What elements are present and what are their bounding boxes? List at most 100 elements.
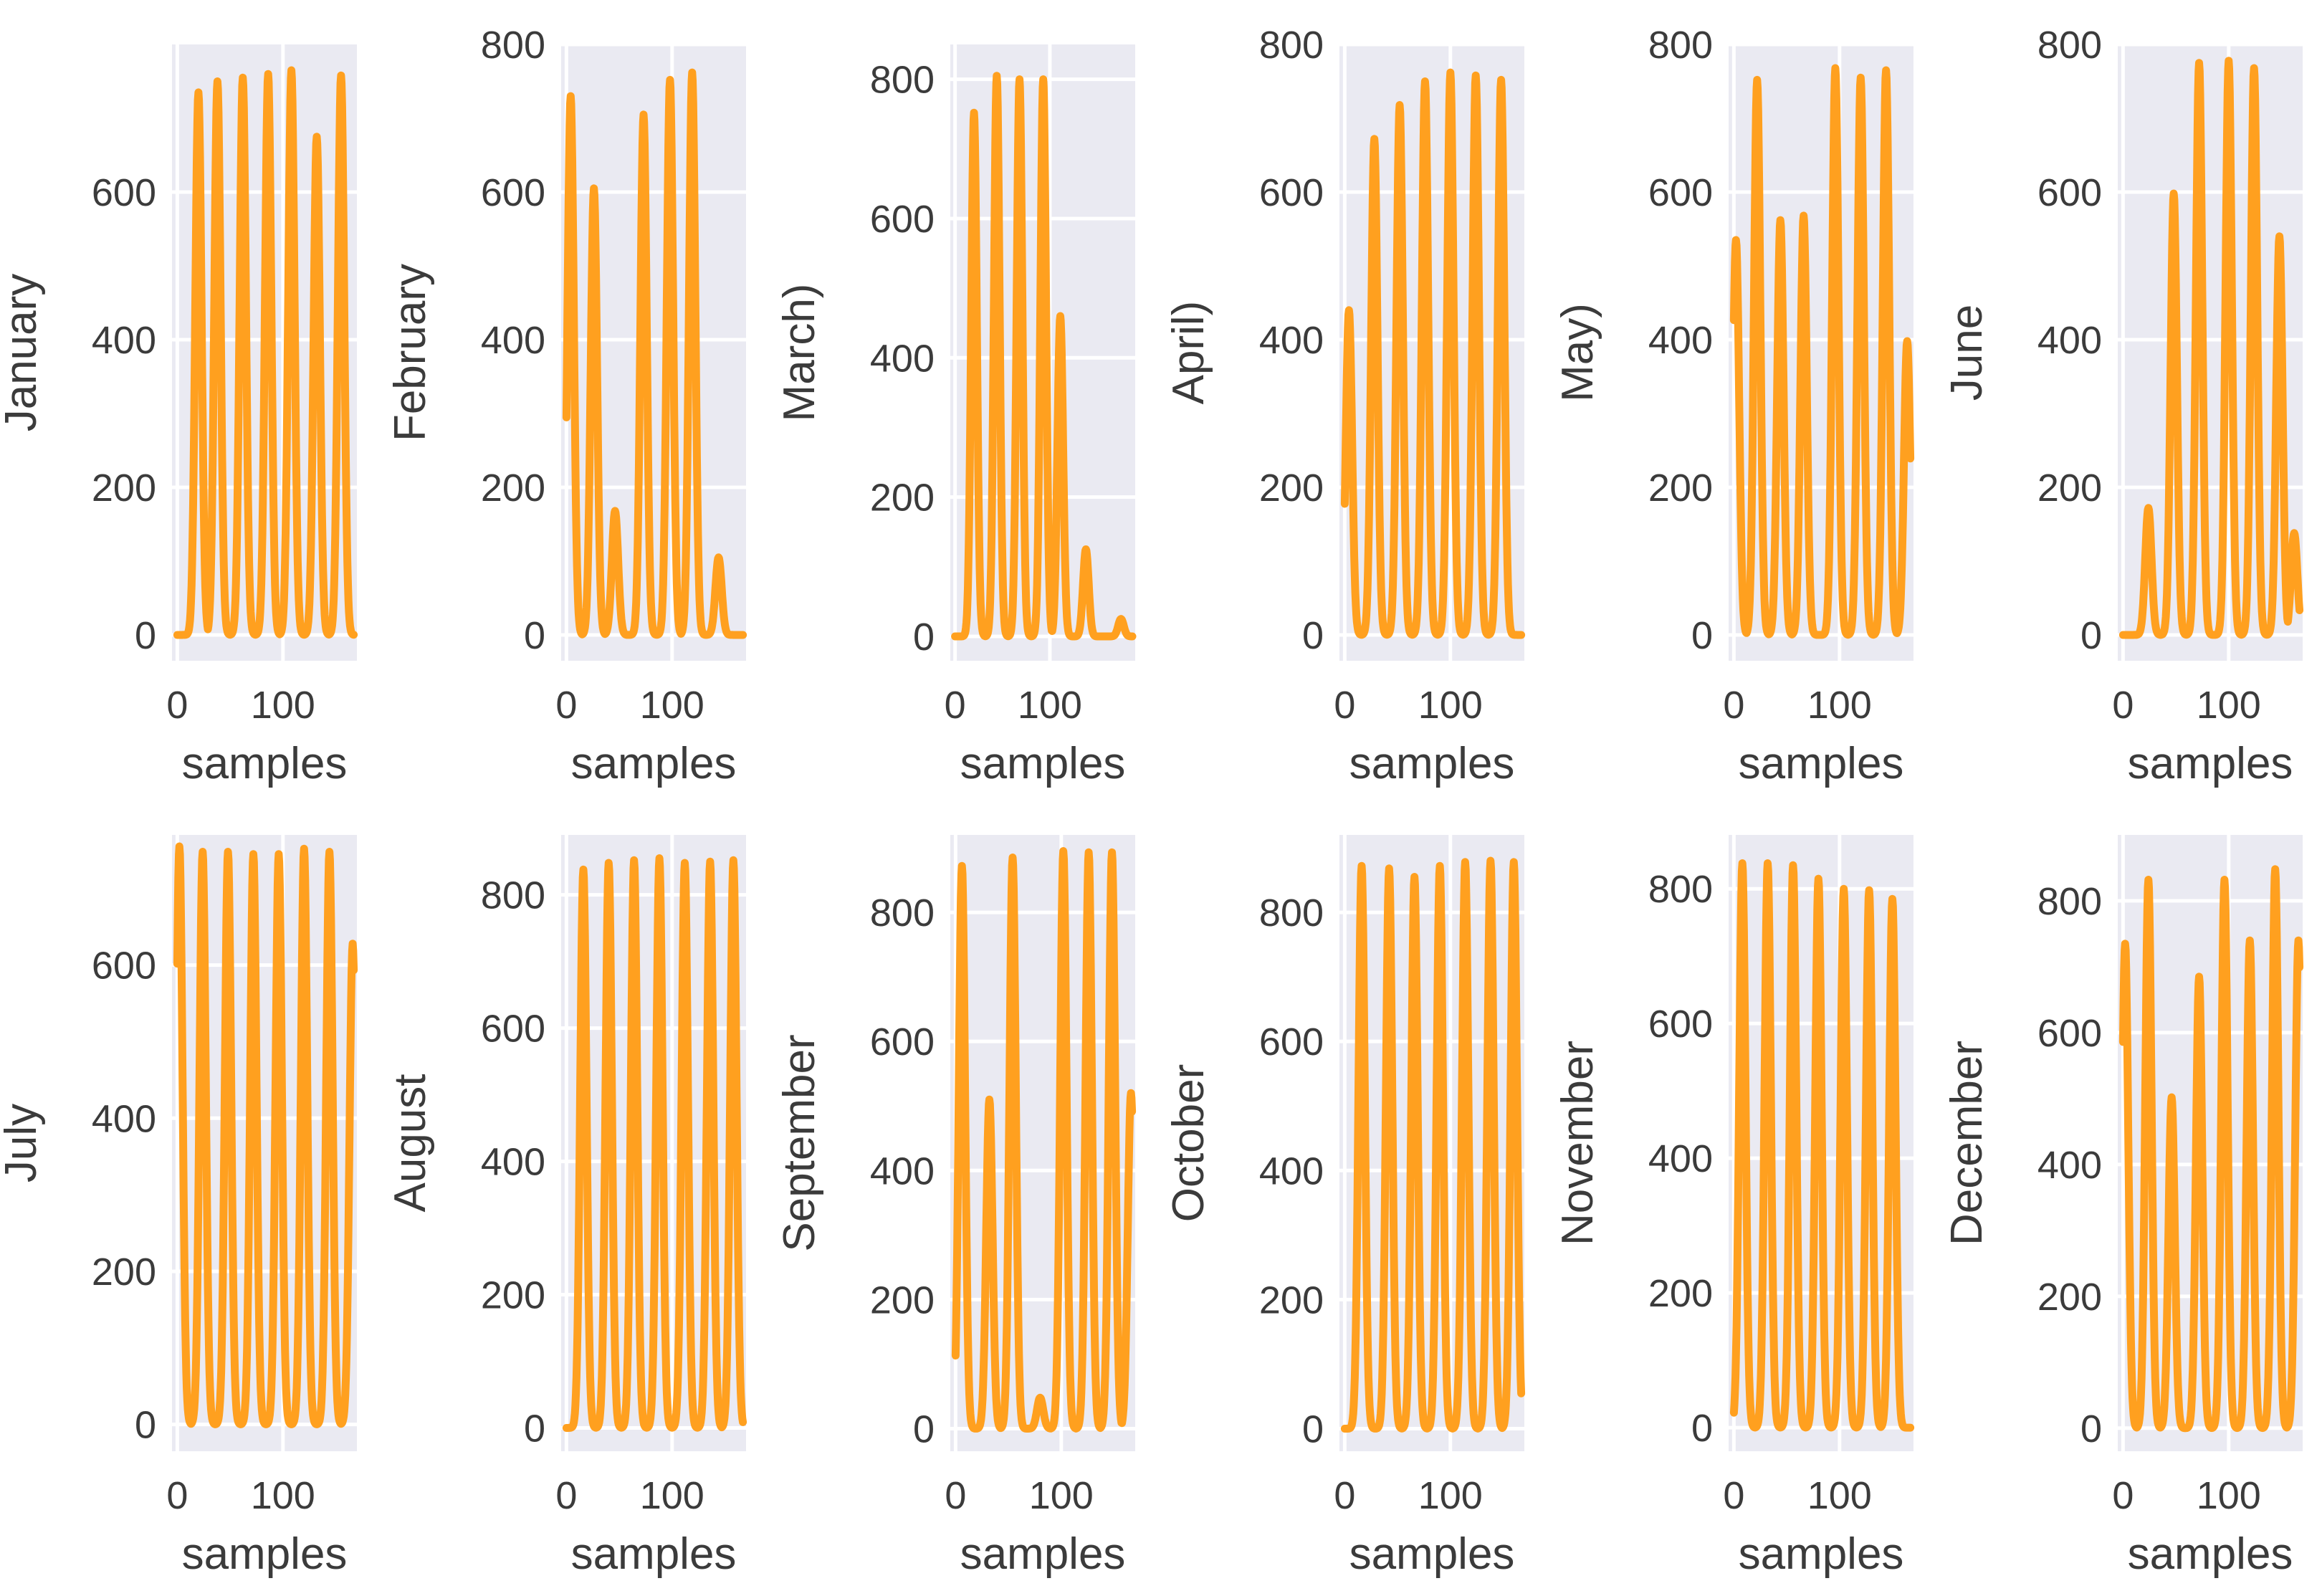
y-tick-label: 800 xyxy=(1648,868,1713,911)
y-tick-label: 400 xyxy=(870,1150,935,1193)
x-axis-label: samples xyxy=(1349,739,1515,788)
x-tick-label: 100 xyxy=(2197,1474,2261,1517)
y-tick-label: 600 xyxy=(481,171,545,214)
y-tick-label: 400 xyxy=(481,1141,545,1184)
series-line xyxy=(1729,64,1915,639)
subplot-may: 0 200 400 600 800 0 100 samples May) xyxy=(1553,24,1915,788)
y-tick-label: 600 xyxy=(1648,1003,1713,1046)
series-line xyxy=(2118,865,2304,1433)
x-tick-label: 100 xyxy=(1029,1474,1094,1517)
x-tick-label: 0 xyxy=(555,1474,577,1517)
y-tick-label: 600 xyxy=(481,1008,545,1051)
series-line xyxy=(1729,859,1915,1432)
x-tick-label: 100 xyxy=(1807,684,1872,727)
x-tick-label: 0 xyxy=(945,1474,966,1517)
y-tick-label: 0 xyxy=(524,614,545,657)
y-tick-label: 0 xyxy=(135,614,156,657)
y-axis-label: August xyxy=(386,1074,435,1212)
y-tick-label: 800 xyxy=(1259,892,1324,935)
x-tick-label: 100 xyxy=(251,1474,315,1517)
y-tick-label: 600 xyxy=(92,945,156,988)
x-axis-label: samples xyxy=(571,739,737,788)
x-axis-label: samples xyxy=(2128,1529,2293,1579)
y-tick-label: 200 xyxy=(1648,1272,1713,1315)
y-tick-label: 400 xyxy=(1259,1150,1324,1193)
x-tick-label: 0 xyxy=(945,684,966,727)
y-axis-label: March) xyxy=(775,284,824,422)
y-tick-label: 0 xyxy=(135,1404,156,1447)
subplot-july: 0 200 400 600 0 100 samples July xyxy=(0,835,358,1579)
x-tick-label: 100 xyxy=(1018,684,1082,727)
subplot-december: 0 200 400 600 800 0 100 samples December xyxy=(1942,835,2304,1579)
y-tick-label: 200 xyxy=(2037,467,2102,510)
y-tick-label: 0 xyxy=(913,1408,935,1451)
x-axis-label: samples xyxy=(182,1529,348,1579)
y-axis-label: December xyxy=(1942,1041,1992,1246)
x-axis-label: samples xyxy=(1739,1529,1904,1579)
subplot-march: 0 200 400 600 800 0 100 samples March) xyxy=(775,44,1137,788)
y-tick-label: 400 xyxy=(2037,1144,2102,1187)
y-tick-label: 600 xyxy=(870,1021,935,1064)
y-tick-label: 0 xyxy=(1691,614,1713,657)
y-tick-label: 800 xyxy=(1648,24,1713,67)
y-tick-label: 600 xyxy=(1648,171,1713,214)
subplot-september: 0 200 400 600 800 0 100 samples September xyxy=(775,835,1137,1579)
x-axis-label: samples xyxy=(1739,739,1904,788)
y-axis-label: February xyxy=(386,264,435,441)
y-tick-label: 800 xyxy=(481,24,545,67)
x-tick-label: 100 xyxy=(640,1474,704,1517)
y-tick-label: 200 xyxy=(481,1274,545,1317)
y-axis-label: October xyxy=(1164,1064,1213,1223)
y-axis-label: June xyxy=(1942,305,1992,401)
series-line xyxy=(951,847,1137,1433)
x-tick-label: 0 xyxy=(1723,1474,1744,1517)
y-axis-label: April) xyxy=(1164,301,1213,405)
y-tick-label: 400 xyxy=(1648,319,1713,362)
y-axis-label: November xyxy=(1553,1041,1602,1246)
y-tick-label: 400 xyxy=(92,1097,156,1140)
y-axis-label: September xyxy=(775,1034,824,1251)
subplot-october: 0 200 400 600 800 0 100 samples October xyxy=(1164,835,1526,1579)
y-tick-label: 600 xyxy=(1259,171,1324,214)
y-tick-label: 600 xyxy=(2037,171,2102,214)
series-line xyxy=(2118,57,2304,639)
x-tick-label: 100 xyxy=(1807,1474,1872,1517)
x-axis-label: samples xyxy=(571,1529,737,1579)
x-axis-label: samples xyxy=(2128,739,2293,788)
y-tick-label: 600 xyxy=(92,171,156,214)
y-tick-label: 400 xyxy=(1648,1137,1713,1180)
x-tick-label: 0 xyxy=(166,684,188,727)
y-axis-label: May) xyxy=(1553,303,1602,402)
x-tick-label: 100 xyxy=(251,684,315,727)
y-tick-label: 200 xyxy=(1259,467,1324,510)
y-tick-label: 200 xyxy=(92,1251,156,1294)
y-tick-label: 800 xyxy=(870,892,935,935)
y-tick-label: 400 xyxy=(1259,319,1324,362)
x-tick-label: 0 xyxy=(2112,1474,2134,1517)
y-tick-label: 0 xyxy=(1691,1407,1713,1450)
y-tick-label: 800 xyxy=(2037,880,2102,923)
subplot-january: 0 200 400 600 0 100 samples January xyxy=(0,44,358,788)
subplot-april: 0 200 400 600 800 0 100 samples April) xyxy=(1164,24,1526,788)
y-tick-label: 200 xyxy=(870,1279,935,1322)
series-line xyxy=(951,72,1137,641)
x-axis-label: samples xyxy=(960,1529,1126,1579)
y-tick-label: 600 xyxy=(1259,1021,1324,1064)
series-line xyxy=(173,66,358,639)
y-tick-label: 200 xyxy=(1259,1279,1324,1322)
y-tick-label: 0 xyxy=(2080,1408,2102,1451)
y-tick-label: 0 xyxy=(524,1407,545,1450)
subplot-november: 0 200 400 600 800 0 100 samples November xyxy=(1553,835,1915,1579)
series-line xyxy=(562,68,747,639)
y-tick-label: 200 xyxy=(1648,467,1713,510)
x-axis-label: samples xyxy=(960,739,1126,788)
series-line xyxy=(562,854,747,1432)
y-tick-label: 0 xyxy=(913,616,935,659)
y-tick-label: 800 xyxy=(481,874,545,917)
y-tick-label: 0 xyxy=(1302,614,1324,657)
y-tick-label: 200 xyxy=(92,467,156,510)
y-tick-label: 400 xyxy=(2037,319,2102,362)
x-tick-label: 0 xyxy=(2112,684,2134,727)
x-tick-label: 0 xyxy=(1334,1474,1355,1517)
